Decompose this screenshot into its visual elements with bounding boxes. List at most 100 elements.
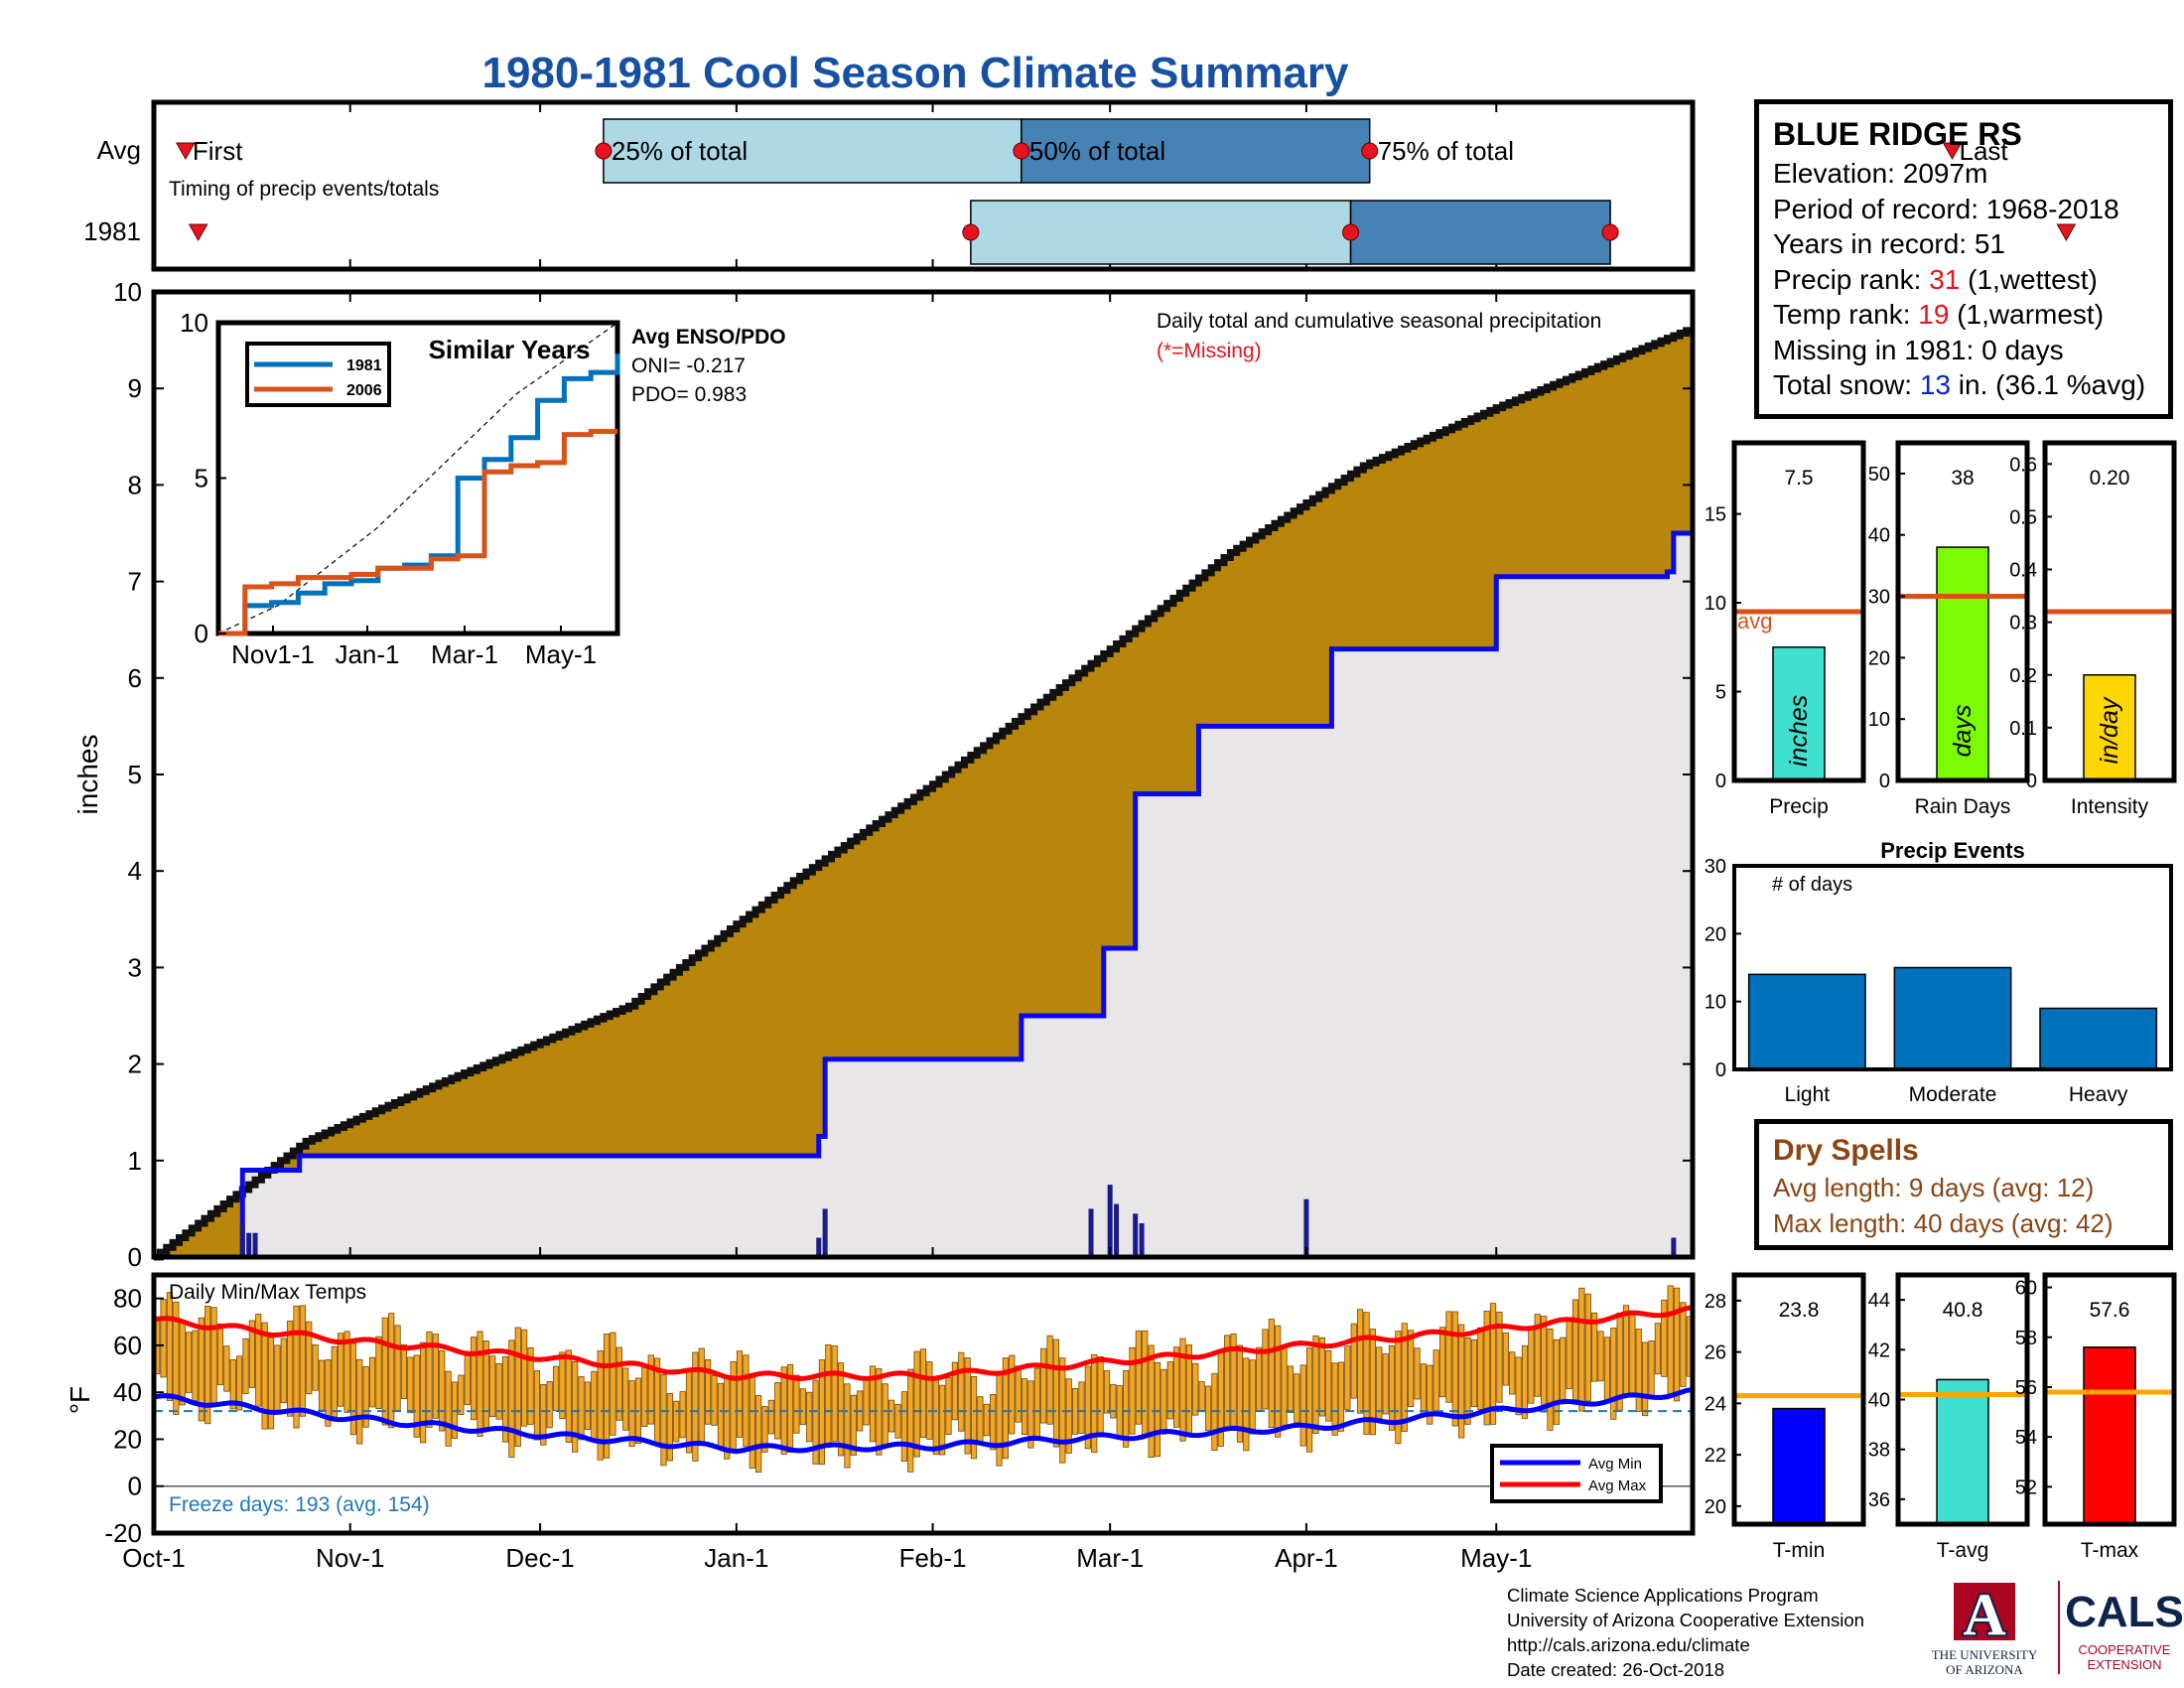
events-y-tick-label: 10 [1705,992,1726,1014]
x-axis-month-label: Mar-1 [1076,1543,1144,1573]
daily-temp-bar [932,1377,939,1456]
daily-temp-bar [1166,1361,1173,1420]
credits-block: Climate Science Applications Program Uni… [1507,1583,1864,1682]
daily-temp-bar [628,1380,635,1448]
daily-temp-bar [1534,1314,1541,1397]
x-axis-month-label: Feb-1 [899,1543,967,1573]
daily-temp-bar [381,1317,388,1426]
inset-y-tick-label: 0 [195,619,208,648]
panel-y-tick-label: 0.6 [2009,454,2037,476]
daily-temp-bar [1502,1332,1509,1386]
daily-temp-bar [882,1383,888,1447]
years-value: 51 [1974,228,2006,259]
snow-note: in. (36.1 %avg) [1958,369,2146,400]
panel-y-tick-label: 15 [1705,504,1726,526]
main-y-tick-label: 5 [128,760,142,789]
missing-value: 0 days [1981,334,2064,365]
daily-precip-bar [252,1232,258,1257]
panel-y-tick-label: 0 [1715,771,1726,792]
timing-avg-25-50-bar [603,118,1023,184]
period-value: 1968-2018 [1985,193,2119,224]
daily-temp-bar [306,1321,313,1395]
bar-unit-label: inches [1785,695,1813,767]
daily-temp-bar [730,1360,737,1450]
daily-temp-bar [1116,1385,1123,1440]
daily-temp-bar [1560,1336,1567,1401]
daily-temp-bar [565,1349,572,1443]
precip-rank-row: Precip rank: 31 (1,wettest) [1773,262,2154,298]
temps-y-tick-label: 40 [113,1377,142,1407]
daily-precip-bar [1139,1222,1145,1257]
value-bar [1772,1407,1826,1525]
daily-temp-bar [610,1332,616,1436]
inset-legend-2006: 2006 [346,382,382,399]
timing-75-label: 75% of total [1378,136,1514,166]
panel-frame [2042,440,2177,783]
daily-temp-bar [216,1323,224,1386]
panel-y-tick-label: 30 [1868,587,1890,609]
dry-spells-heading: Dry Spells [1773,1134,1919,1167]
timing-year-first-marker [188,223,208,242]
cals-logo-text: CALS [2065,1588,2184,1636]
panel-y-tick-label: 10 [1705,593,1726,615]
panel-y-tick-label: 40 [1868,525,1890,547]
panel-y-tick-label: 0 [2026,771,2037,792]
timing-avg-first-marker [176,142,196,161]
panel-title: Rain Days [1915,795,2011,818]
missing-label: Missing in 1981: [1773,334,1975,365]
daily-temp-bar [761,1406,768,1453]
daily-temp-bar [1325,1350,1332,1422]
inset-x-tick-label: May-1 [525,639,597,669]
daily-temp-bar [1192,1362,1199,1416]
avg-label: avg [1737,609,1772,633]
inset-x-tick-label: Nov1-1 [231,639,315,669]
bar-unit-label: days [1949,705,1977,758]
daily-temp-bar [869,1365,877,1443]
daily-temp-bar [1002,1357,1010,1460]
daily-temp-bar [888,1399,895,1433]
daily-temp-bar [799,1388,806,1426]
elevation-row: Elevation: 2097m [1773,156,2154,192]
station-name: BLUE RIDGE RS [1773,116,2022,152]
credits-line-3: http://cals.arizona.edu/climate [1507,1634,1750,1655]
temps-title: Daily Min/Max Temps [169,1281,366,1304]
daily-temp-bar [1591,1312,1598,1382]
daily-temp-bar [375,1336,382,1410]
snow-label: Total snow: [1773,369,1913,400]
year-cumulative-line [154,530,1693,1260]
daily-temp-bar [1173,1346,1180,1428]
daily-temp-bar [806,1391,813,1443]
daily-temp-bar [1129,1346,1136,1435]
daily-precip-bar [1114,1203,1120,1257]
daily-temp-bar [603,1334,611,1459]
daily-temp-bar [1294,1373,1300,1424]
daily-temp-bar [166,1292,174,1401]
daily-temp-bar [1255,1346,1263,1412]
daily-temp-bar [755,1395,762,1474]
daily-temp-bar [1395,1331,1402,1445]
panel-y-tick-label: 28 [1705,1291,1726,1313]
inset-x-tick-label: Mar-1 [431,639,498,669]
daily-temp-bar [919,1348,927,1439]
daily-temp-bar [394,1325,401,1411]
daily-temp-bar [1350,1323,1357,1399]
daily-temp-bar [1198,1381,1205,1411]
daily-temp-bar [977,1396,984,1445]
daily-temp-bar [1427,1364,1433,1425]
inset-avg-dashed-line [217,322,618,634]
timing-year-50-75-bar [1349,200,1611,265]
daily-temp-bar [413,1354,420,1438]
daily-temp-bar [1541,1316,1548,1413]
daily-temp-bar [1464,1336,1471,1425]
daily-temp-bar [1451,1311,1458,1427]
avg-min-line [153,1386,1694,1455]
timing-avg-75-marker [1361,142,1379,160]
daily-temp-bar [863,1376,870,1426]
daily-temp-bar [185,1332,193,1393]
temp-rank-value: 19 [1918,299,1950,330]
daily-temp-bar [1420,1363,1427,1415]
daily-temp-bar [471,1336,478,1421]
daily-temp-bar [343,1331,350,1413]
daily-temp-bar [1033,1367,1040,1441]
